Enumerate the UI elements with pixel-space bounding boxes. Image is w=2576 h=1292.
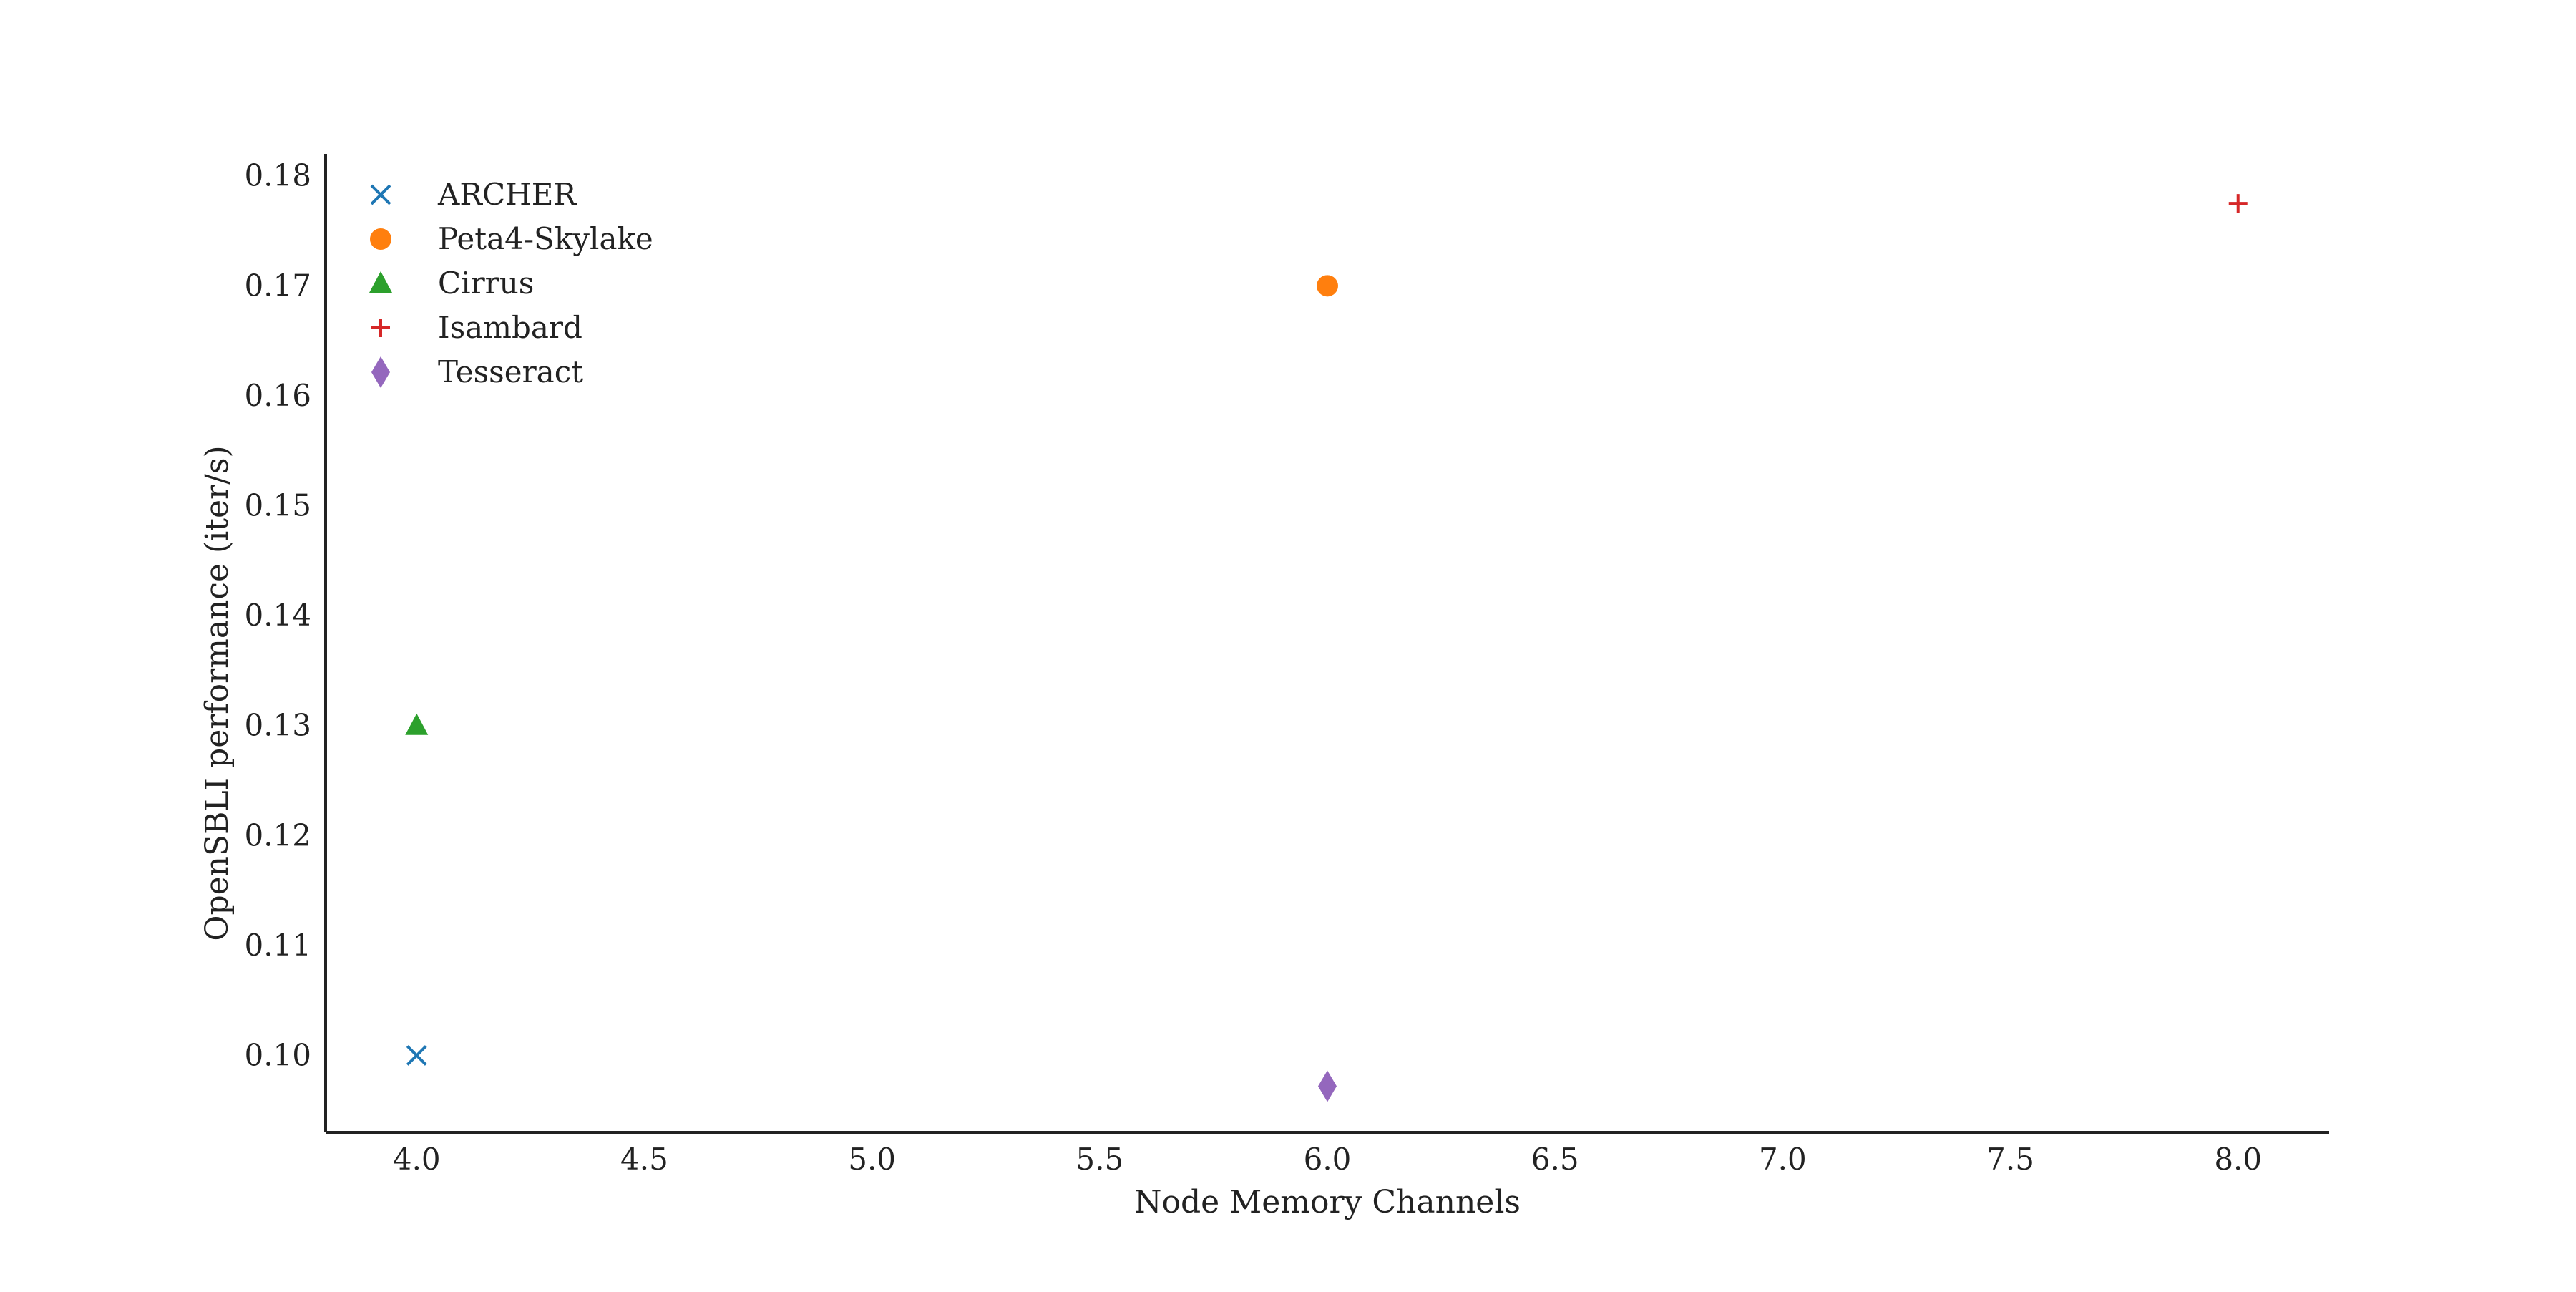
- legend-marker: [370, 184, 391, 205]
- legend-label: Cirrus: [438, 266, 534, 301]
- data-point-cirrus: [405, 713, 429, 735]
- data-point-peta4-skylake: [1317, 275, 1338, 297]
- data-point-tesseract: [1318, 1070, 1337, 1102]
- x-tick-label: 8.0: [2214, 1142, 2262, 1177]
- x-tick-label: 4.5: [620, 1142, 668, 1177]
- y-tick-label: 0.13: [244, 708, 311, 743]
- x-tick-label: 7.5: [1986, 1142, 2034, 1177]
- legend-item: Peta4-Skylake: [370, 221, 653, 256]
- legend-marker: [370, 228, 391, 250]
- y-tick-label: 0.17: [244, 268, 311, 303]
- legend-item: ARCHER: [370, 177, 577, 212]
- legend-label: Peta4-Skylake: [438, 221, 653, 256]
- y-tick-label: 0.12: [244, 817, 311, 853]
- x-tick-label: 5.5: [1075, 1142, 1123, 1177]
- data-points: [405, 194, 2248, 1102]
- y-tick-label: 0.18: [244, 158, 311, 193]
- x-tick-label: 4.0: [393, 1142, 441, 1177]
- legend-marker: [369, 271, 392, 293]
- y-axis-label: OpenSBLI performance (iter/s): [199, 445, 235, 941]
- legend-marker: [371, 319, 390, 337]
- y-tick-label: 0.11: [244, 928, 311, 963]
- legend: ARCHER Peta4-Skylake Cirrus Isambard Tessera…: [369, 177, 653, 389]
- data-point-isambard: [2228, 194, 2248, 213]
- legend-item: Isambard: [371, 310, 582, 345]
- y-tick-label: 0.10: [244, 1037, 311, 1072]
- axes: [324, 154, 2329, 1134]
- legend-label: Tesseract: [438, 354, 583, 389]
- ticks: 4.0 4.5 5.0 5.5 6.0 6.5 7.0 7.5 8.0 0.10 0.11 0.12 0…: [244, 158, 2262, 1177]
- x-tick-label: 6.5: [1531, 1142, 1579, 1177]
- legend-marker: [371, 356, 390, 388]
- y-tick-label: 0.16: [244, 378, 311, 413]
- legend-label: Isambard: [438, 310, 582, 345]
- y-tick-label: 0.14: [244, 598, 311, 633]
- x-tick-label: 7.0: [1759, 1142, 1807, 1177]
- data-point-archer: [406, 1045, 427, 1066]
- x-axis-label: Node Memory Channels: [1134, 1184, 1521, 1220]
- legend-item: Tesseract: [371, 354, 583, 389]
- x-tick-label: 6.0: [1304, 1142, 1352, 1177]
- y-tick-label: 0.15: [244, 488, 311, 523]
- legend-label: ARCHER: [437, 177, 577, 212]
- legend-item: Cirrus: [369, 266, 534, 301]
- x-tick-label: 5.0: [848, 1142, 896, 1177]
